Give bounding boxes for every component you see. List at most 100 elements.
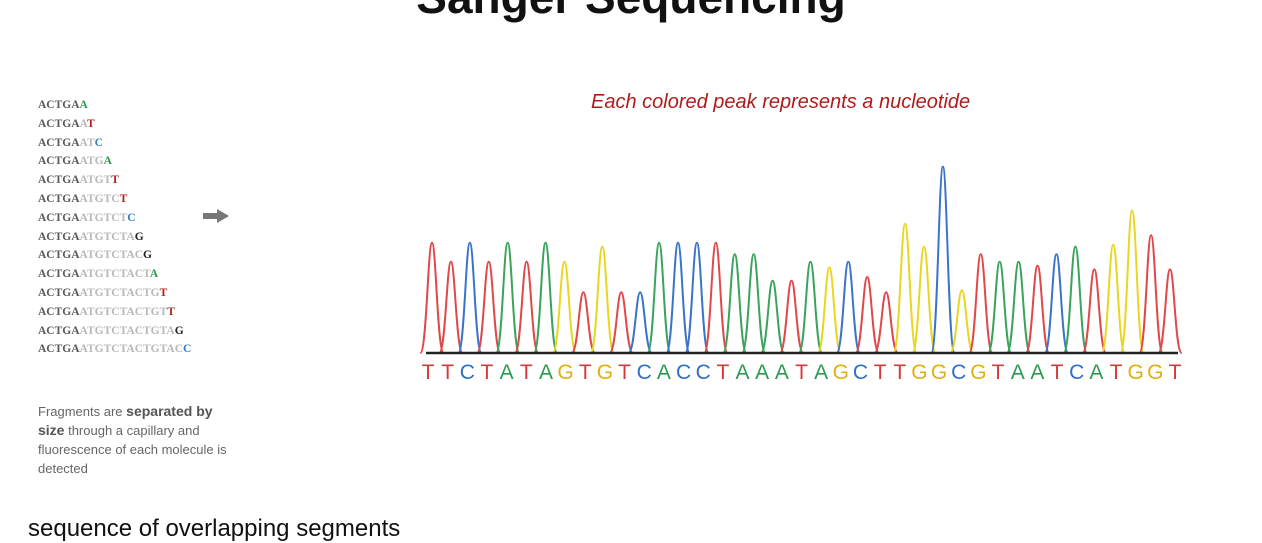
base-call-letter: G bbox=[557, 361, 573, 384]
chromatogram-peak bbox=[949, 289, 975, 354]
fragment-middle: ATGTC bbox=[79, 192, 120, 205]
base-call-letter: A bbox=[1011, 361, 1025, 384]
fragment-middle: ATGTCTACT bbox=[79, 268, 150, 281]
base-call-letter: G bbox=[1128, 361, 1144, 384]
chromatogram-peak bbox=[476, 260, 502, 354]
chromatogram-peak bbox=[797, 260, 824, 354]
base-call-letter: T bbox=[1051, 361, 1064, 384]
chromatogram-peak bbox=[892, 222, 918, 354]
fragment-row: ACTGAATGTCT bbox=[38, 190, 191, 209]
chromatogram-peak bbox=[419, 241, 445, 354]
fragment-terminal-base: C bbox=[183, 343, 192, 356]
chromatogram-peak bbox=[1005, 260, 1032, 354]
fragment-row: ACTGAATGTCTACG bbox=[38, 246, 191, 265]
base-call-letter: T bbox=[422, 361, 435, 384]
base-call-letter: T bbox=[874, 361, 887, 384]
base-call-letter: A bbox=[500, 361, 514, 384]
base-call-letter: C bbox=[1069, 361, 1084, 384]
fragment-terminal-base: G bbox=[143, 249, 152, 262]
base-call-letter: T bbox=[893, 361, 906, 384]
chromatogram-peak bbox=[930, 165, 956, 354]
base-call-letter: C bbox=[853, 361, 868, 384]
base-call-letter: T bbox=[579, 361, 592, 384]
base-call-letter: T bbox=[481, 361, 494, 384]
fragment-middle: ATG bbox=[79, 155, 104, 168]
right-arrow-icon bbox=[203, 209, 229, 223]
fragment-prefix: ACTGA bbox=[38, 343, 80, 356]
fragment-terminal-base: T bbox=[119, 192, 128, 205]
base-call-letter: T bbox=[795, 361, 808, 384]
base-call-letter: A bbox=[1089, 361, 1103, 384]
fragment-terminal-base: A bbox=[149, 268, 159, 281]
base-call-letter: G bbox=[911, 361, 927, 384]
base-call-letter: G bbox=[970, 361, 986, 384]
chromatogram-peak bbox=[646, 241, 672, 354]
caption-text-1: Fragments are bbox=[38, 404, 127, 419]
base-call-letter: T bbox=[716, 361, 729, 384]
base-call-letter: A bbox=[736, 361, 750, 384]
fragment-terminal-base: A bbox=[103, 155, 112, 168]
fragment-terminal-base: C bbox=[94, 136, 103, 149]
fragment-row: ACTGAATGTCTACTGTT bbox=[38, 303, 191, 322]
fragment-prefix: ACTGA bbox=[38, 324, 80, 337]
chromatogram-peak bbox=[759, 279, 786, 354]
base-call-letter: C bbox=[637, 361, 652, 384]
peak-note: Each colored peak represents a nucleotid… bbox=[591, 91, 971, 113]
fragment-terminal-base: T bbox=[167, 305, 175, 318]
fragment-prefix: ACTGA bbox=[38, 305, 80, 318]
base-call-letter: T bbox=[1169, 361, 1182, 384]
base-call-letter: T bbox=[1110, 361, 1123, 384]
chromatogram-peak bbox=[627, 291, 653, 354]
base-call-letter: G bbox=[1147, 361, 1163, 384]
fragment-middle: ATGTCTAC bbox=[79, 249, 144, 262]
fragment-row: ACTGAATGTCTACTGTAG bbox=[38, 322, 191, 341]
fragment-middle: AT bbox=[79, 136, 95, 149]
fragment-middle: ATGTCTACTGT bbox=[79, 305, 168, 318]
chromatogram-peak bbox=[608, 291, 634, 354]
slide-title: Sanger Sequencing bbox=[0, 0, 1262, 24]
chromatogram-peak bbox=[835, 260, 862, 354]
chromatogram-peak bbox=[722, 253, 748, 354]
fragment-row: ACTGAATGTCTACTGTACC bbox=[38, 340, 191, 359]
base-call-letter: A bbox=[755, 361, 769, 384]
base-call-letter: T bbox=[441, 361, 454, 384]
fragment-terminal-base: T bbox=[86, 117, 95, 130]
fragment-prefix: ACTGA bbox=[38, 136, 80, 149]
fragment-terminal-base: T bbox=[159, 286, 168, 299]
fragment-row: ACTGAATGA bbox=[38, 152, 191, 171]
fragment-row: ACTGAATGTCTAG bbox=[38, 228, 191, 247]
chromatogram-peak bbox=[1024, 264, 1051, 354]
chromatogram-peak bbox=[589, 245, 616, 354]
chromatogram-peak bbox=[1157, 268, 1183, 354]
fragment-middle: A bbox=[79, 117, 87, 130]
chromatogram-peak bbox=[684, 241, 710, 354]
fragment-prefix: ACTGA bbox=[38, 286, 80, 299]
base-call-letter: T bbox=[618, 361, 631, 384]
fragment-middle: ATGTCTACTGTA bbox=[79, 324, 175, 337]
chromatogram-peak bbox=[740, 253, 767, 354]
fragment-prefix: ACTGA bbox=[38, 155, 80, 168]
base-call-letter: G bbox=[597, 361, 613, 384]
base-call-letter: G bbox=[833, 361, 849, 384]
fragment-middle: ATGTCTACTG bbox=[79, 286, 160, 299]
chromatogram-peak bbox=[513, 260, 540, 354]
fragment-row: ACTGAA bbox=[38, 96, 191, 115]
fragment-prefix: ACTGA bbox=[38, 99, 80, 111]
fragment-prefix: ACTGA bbox=[38, 230, 80, 243]
base-call-letter: A bbox=[539, 361, 553, 384]
chromatogram-peak bbox=[1062, 245, 1089, 354]
fragment-middle: ATGTCTA bbox=[79, 230, 135, 243]
chromatogram-peak bbox=[1119, 209, 1145, 354]
fragment-prefix: ACTGA bbox=[38, 211, 80, 224]
base-call-letter: C bbox=[696, 361, 711, 384]
fragment-prefix: ACTGA bbox=[38, 249, 80, 262]
fragment-terminal-base: C bbox=[127, 211, 136, 224]
chromatogram-peak bbox=[911, 245, 937, 354]
fragment-prefix: ACTGA bbox=[38, 174, 80, 187]
fragment-middle: ATGT bbox=[79, 174, 112, 187]
chromatogram-peak bbox=[854, 275, 880, 354]
fragment-terminal-base: G bbox=[134, 230, 144, 243]
caption-bold: separated by size bbox=[38, 403, 213, 438]
base-call-letter: A bbox=[657, 361, 671, 384]
